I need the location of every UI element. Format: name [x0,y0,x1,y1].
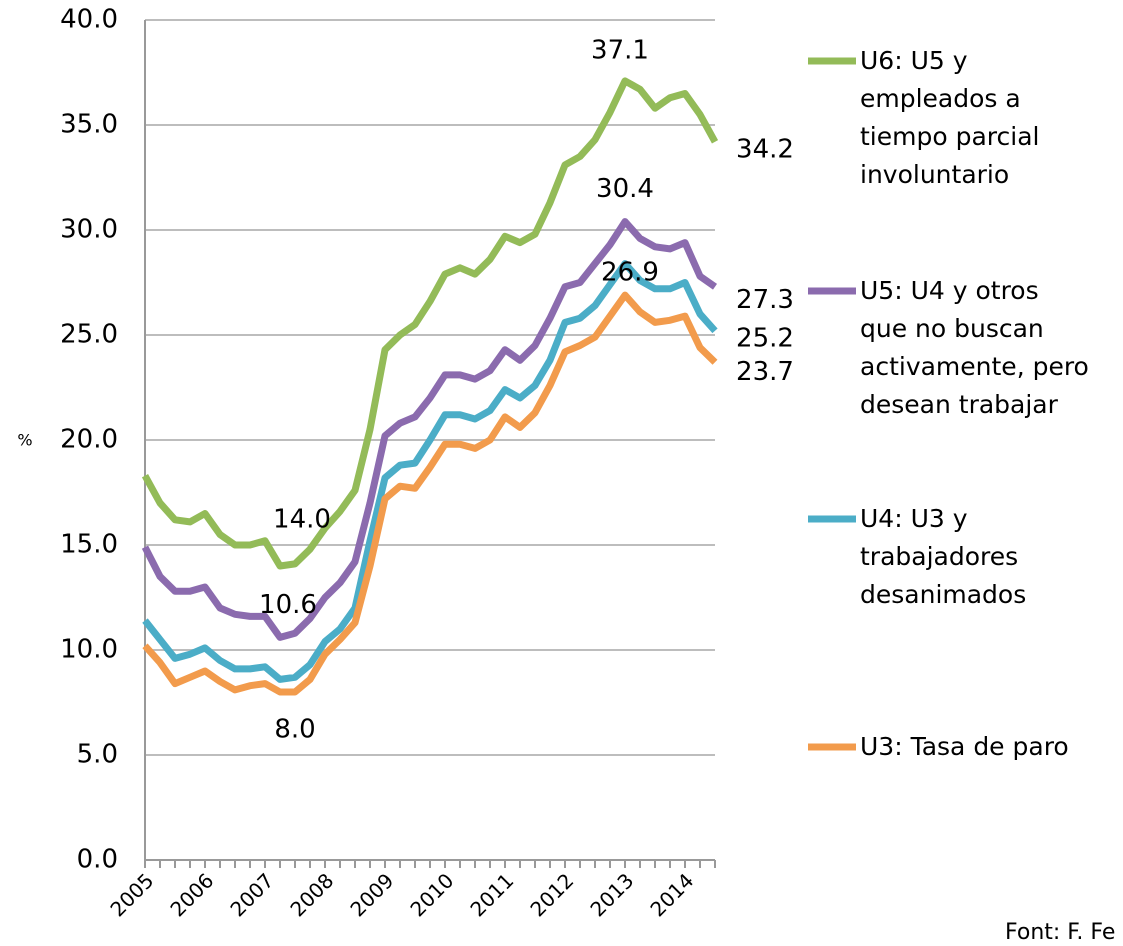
data-label: 14.0 [273,505,331,535]
y-tick-label: 40.0 [60,5,118,35]
y-tick-label: 25.0 [60,320,118,350]
y-axis-label: % [17,431,32,450]
x-tick-label: 2012 [525,868,578,921]
y-tick-label: 15.0 [60,530,118,560]
data-label: 23.7 [736,357,794,387]
x-tick-label: 2008 [285,868,338,921]
x-tick-label: 2009 [345,868,398,921]
data-label: 30.4 [596,174,654,204]
source-note: Font: F. Fe [1005,920,1116,945]
data-label: 8.0 [274,715,315,745]
data-label: 10.6 [259,590,317,620]
x-tick-label: 2014 [645,868,698,921]
series-line [141,77,719,570]
series-line [141,218,718,641]
y-tick-label: 10.0 [60,635,118,665]
x-tick-label: 2013 [585,868,638,921]
data-label: 37.1 [591,35,649,65]
legend-label: U6: U5 y empleados a tiempo parcial invo… [860,46,1040,189]
series-line [142,291,718,696]
legend-label: U3: Tasa de paro [860,732,1069,761]
y-tick-label: 30.0 [60,215,118,245]
data-label: 25.2 [736,323,794,353]
x-tick-label: 2006 [165,868,218,921]
legend-label: U4: U3 y trabajadores desanimados [860,504,1027,609]
x-tick-label: 2011 [465,868,518,921]
y-tick-label: 35.0 [60,110,118,140]
y-tick-label: 0.0 [77,845,118,875]
x-tick-label: 2010 [405,868,458,921]
legend-label: U5: U4 y otros que no buscan activamente… [860,276,1089,419]
y-tick-label: 5.0 [77,740,118,770]
series-line [142,260,718,683]
data-label: 34.2 [736,134,794,164]
data-label: 26.9 [601,258,659,288]
x-tick-label: 2007 [225,868,278,921]
x-tick-label: 2005 [105,868,158,921]
data-label: 27.3 [736,285,794,315]
y-tick-label: 20.0 [60,425,118,455]
